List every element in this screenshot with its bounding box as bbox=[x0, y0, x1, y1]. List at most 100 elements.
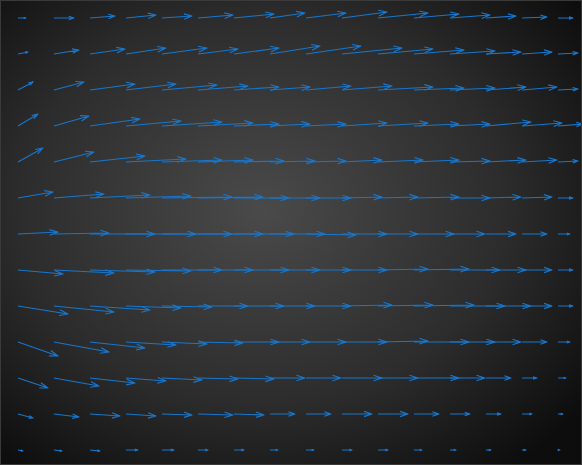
vector-arrow bbox=[270, 11, 305, 18]
vector-arrow bbox=[126, 449, 138, 451]
vector-arrow bbox=[90, 378, 135, 385]
vector-arrow bbox=[558, 160, 578, 164]
vector-arrow bbox=[234, 158, 284, 164]
vector-arrow bbox=[558, 305, 573, 308]
vector-arrow bbox=[558, 17, 573, 20]
vector-arrow bbox=[486, 339, 521, 345]
vector-arrow bbox=[18, 17, 26, 19]
vector-arrow bbox=[522, 195, 552, 200]
background bbox=[0, 0, 582, 465]
vector-arrow bbox=[342, 375, 382, 381]
vector-arrow bbox=[198, 47, 238, 54]
vector-arrow bbox=[162, 449, 174, 451]
vector-arrow bbox=[198, 412, 233, 418]
vector-arrow bbox=[306, 412, 331, 416]
vector-arrow bbox=[198, 449, 208, 451]
vector-arrow bbox=[558, 88, 578, 92]
vector-arrow bbox=[414, 86, 464, 92]
vector-arrow bbox=[522, 449, 526, 451]
vector-arrow bbox=[450, 122, 490, 128]
vector-arrow bbox=[270, 449, 278, 451]
vector-arrow bbox=[126, 13, 156, 18]
vector-arrow bbox=[270, 339, 310, 345]
chart bbox=[0, 0, 582, 465]
vector-arrow bbox=[306, 339, 346, 345]
vector-arrow bbox=[558, 377, 566, 379]
vector-arrow bbox=[378, 449, 388, 451]
vector-arrow bbox=[126, 46, 166, 54]
vector-arrow bbox=[342, 10, 387, 18]
vector-arrow bbox=[342, 411, 372, 416]
vector-arrow bbox=[522, 85, 557, 91]
vector-arrow bbox=[378, 266, 428, 272]
vector-arrow bbox=[234, 412, 264, 417]
vector-arrow bbox=[54, 230, 109, 236]
vector-arrow bbox=[90, 14, 115, 18]
vector-arrow bbox=[162, 46, 207, 54]
vector-arrow bbox=[414, 194, 459, 200]
vector-arrow bbox=[378, 194, 418, 200]
vector-arrow bbox=[306, 122, 346, 128]
vector-arrow bbox=[234, 376, 274, 382]
vector-arrow bbox=[234, 449, 244, 451]
vector-arrow bbox=[198, 13, 233, 19]
vector-arrow bbox=[306, 11, 346, 18]
vector-arrow bbox=[198, 376, 238, 382]
vector-arrow bbox=[126, 413, 156, 418]
vector-arrow bbox=[18, 148, 43, 162]
vector-arrow bbox=[18, 378, 48, 388]
vector-arrow bbox=[450, 375, 485, 381]
plot-frame bbox=[1, 1, 582, 465]
vector-arrow bbox=[558, 122, 582, 126]
vector-arrow bbox=[162, 157, 222, 163]
vector-arrow bbox=[522, 50, 552, 55]
vector-arrow bbox=[198, 194, 263, 200]
vector-arrow bbox=[486, 449, 491, 451]
vector-arrow bbox=[450, 195, 490, 201]
vector-arrow bbox=[558, 197, 573, 200]
vector-arrow bbox=[378, 302, 433, 308]
vector-arrow bbox=[54, 49, 79, 54]
vector-arrow bbox=[414, 12, 459, 18]
vector-arrow bbox=[414, 302, 474, 308]
vector-arrow bbox=[486, 158, 526, 164]
vector-arrow bbox=[450, 13, 490, 19]
vector-arrow bbox=[522, 158, 557, 164]
vector-arrow bbox=[378, 338, 428, 344]
vector-arrow bbox=[54, 116, 89, 126]
vector-arrow bbox=[18, 114, 38, 126]
vector-arrow bbox=[486, 413, 501, 416]
vector-arrow bbox=[342, 84, 392, 90]
vector-arrow bbox=[270, 85, 310, 91]
vector-arrow bbox=[306, 449, 314, 451]
vector-arrow bbox=[306, 375, 341, 381]
vector-arrow bbox=[486, 120, 531, 126]
vector-arrow bbox=[18, 191, 53, 198]
vector-arrow bbox=[18, 414, 33, 418]
vector-arrow bbox=[54, 16, 74, 20]
vector-arrow bbox=[558, 233, 570, 235]
vector-arrow bbox=[54, 414, 79, 418]
vector-arrow bbox=[486, 85, 526, 91]
vector-arrow bbox=[342, 302, 392, 308]
vector-arrow bbox=[342, 158, 382, 164]
vector-arrow bbox=[486, 231, 516, 236]
vector-arrow bbox=[306, 158, 346, 164]
vector-arrow bbox=[486, 376, 511, 380]
vector-arrow bbox=[522, 340, 547, 344]
vector-arrow bbox=[306, 84, 351, 90]
vector-arrow bbox=[54, 192, 104, 198]
vector-arrow bbox=[126, 378, 166, 384]
vector-arrow bbox=[522, 413, 532, 415]
vector-arrow bbox=[54, 81, 84, 90]
vector-arrow bbox=[90, 154, 145, 162]
vector-arrow bbox=[486, 194, 521, 200]
vector-arrow bbox=[306, 232, 356, 238]
vector-arrow bbox=[522, 232, 547, 236]
vector-arrow bbox=[18, 52, 28, 54]
vector-arrow bbox=[270, 122, 310, 128]
vector-arrow bbox=[450, 449, 456, 451]
vector-arrow bbox=[450, 158, 490, 164]
vector-arrow bbox=[54, 450, 62, 452]
vector-arrow bbox=[450, 231, 485, 237]
